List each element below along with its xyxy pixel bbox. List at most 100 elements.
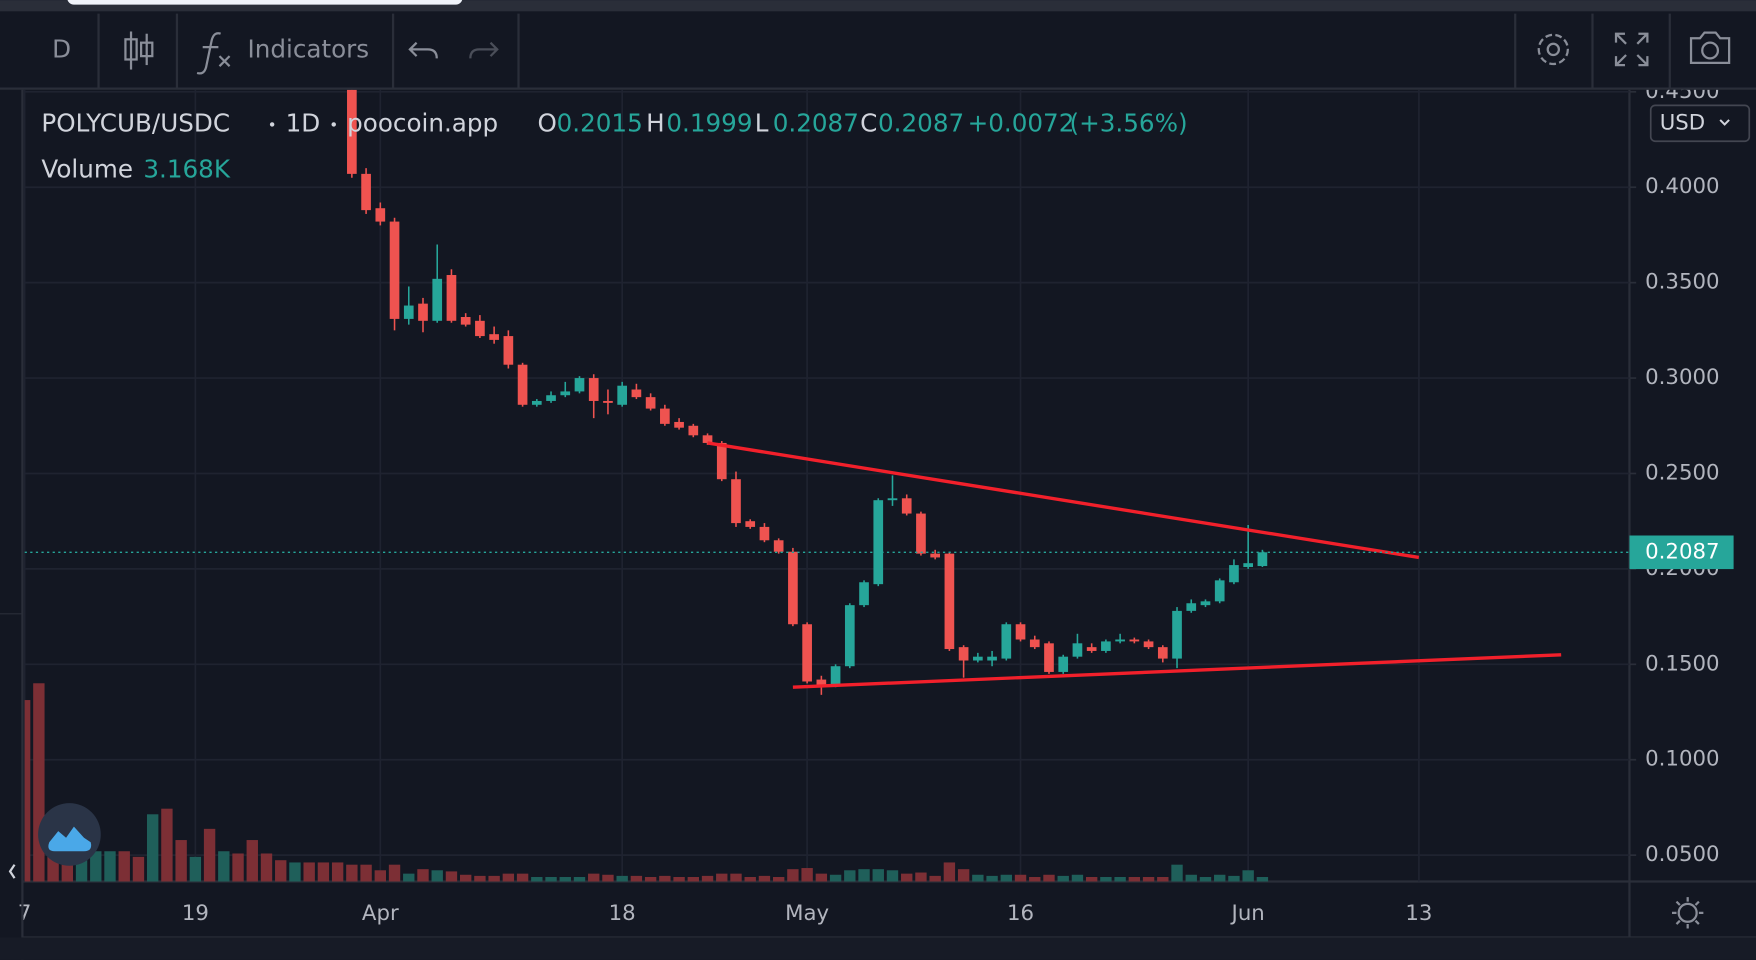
volume-bar <box>75 851 88 882</box>
candle-body <box>759 526 770 541</box>
volume-bar <box>1014 874 1027 882</box>
candle-body <box>688 425 699 436</box>
axis-settings-button[interactable] <box>1672 897 1704 929</box>
toolbar <box>0 0 1756 90</box>
candle-body <box>645 397 656 409</box>
volume-bar <box>502 873 515 882</box>
volume-bar <box>772 877 785 882</box>
candle-body <box>1029 639 1040 648</box>
volume-bar <box>701 875 714 882</box>
candle-body <box>1058 656 1069 672</box>
candle-body <box>1086 647 1097 651</box>
top-strip <box>0 0 1756 12</box>
candle-body <box>1200 601 1211 606</box>
volume-bar <box>1043 874 1055 882</box>
ohlc-value: 0.1999 <box>666 108 752 137</box>
volume-bar <box>744 877 756 882</box>
volume-bar <box>1228 875 1240 882</box>
candle-body <box>944 553 955 650</box>
candle-body <box>1243 563 1254 567</box>
volume-bar <box>474 875 486 882</box>
candle-body <box>389 221 400 319</box>
candle-body <box>1186 603 1197 611</box>
logo[interactable] <box>38 803 101 866</box>
x-tick-label: May <box>785 901 829 926</box>
volume-bar <box>1057 875 1069 882</box>
candle-body <box>830 666 841 686</box>
x-tick-label: 16 <box>1007 901 1034 926</box>
volume-bar <box>588 873 600 882</box>
undo-button[interactable] <box>408 41 438 59</box>
volume-bar <box>687 877 700 882</box>
volume-bar <box>346 864 358 882</box>
volume-bar <box>602 874 614 882</box>
volume-title: Volume <box>41 154 133 183</box>
candle-body <box>1229 565 1239 583</box>
chart-type-button[interactable] <box>124 31 154 70</box>
collapse-handle[interactable] <box>8 864 16 879</box>
currency-select[interactable]: USD <box>1649 104 1751 143</box>
volume-bar <box>232 853 244 882</box>
interval-button[interactable]: D <box>52 35 71 64</box>
volume-bar <box>872 869 884 882</box>
volume-bar <box>260 853 273 882</box>
volume-bar <box>445 871 458 882</box>
volume-bar <box>616 875 628 882</box>
volume-bar <box>1142 877 1155 882</box>
ohlc-value: 0.2087 <box>773 108 859 137</box>
ohlc-key: O <box>538 108 557 137</box>
volume-bar <box>1242 870 1254 882</box>
redo-button[interactable] <box>469 41 499 59</box>
volume-bar <box>431 870 443 882</box>
volume-bar <box>61 851 74 882</box>
screenshot-button[interactable] <box>1689 31 1731 64</box>
y-tick-label: 0.1000 <box>1645 747 1719 772</box>
separator <box>269 122 275 127</box>
x-tick-label: 13 <box>1405 901 1432 926</box>
symbol: POLYCUB/USDC <box>41 108 230 137</box>
x-tick-label: Apr <box>362 901 399 926</box>
volume-bar <box>303 862 315 882</box>
volume-bar <box>815 873 828 882</box>
separator <box>331 122 336 127</box>
candle-body <box>731 479 741 524</box>
candle-body <box>361 173 371 211</box>
volume-bar <box>531 877 543 882</box>
y-tick-label: 0.1500 <box>1645 651 1719 676</box>
volume-bar <box>1199 877 1212 882</box>
volume-bar <box>730 873 742 882</box>
tab[interactable] <box>67 0 463 5</box>
volume-bar <box>659 875 671 882</box>
volume-bar <box>1029 877 1041 882</box>
candle-body <box>617 385 628 405</box>
volume-bar <box>886 870 899 882</box>
candle-body <box>1001 624 1012 659</box>
volume-bar <box>1214 874 1226 882</box>
fullscreen-button[interactable] <box>1614 32 1649 67</box>
candle-body <box>788 551 798 625</box>
volume-bar <box>388 864 401 882</box>
candle-body <box>489 334 499 340</box>
candle-body <box>432 278 443 321</box>
plot-area <box>24 89 1630 695</box>
x-tick-label: 7 <box>18 901 32 926</box>
candle-body <box>475 320 485 337</box>
candle-body <box>660 408 670 424</box>
change: +0.0072 <box>968 108 1075 137</box>
candle-body <box>859 582 869 606</box>
volume-bar <box>90 851 102 882</box>
volume-bar <box>1185 874 1197 882</box>
volume-bar <box>246 840 258 882</box>
volume-bar <box>459 874 472 882</box>
volume-bar <box>986 875 998 882</box>
volume-bar <box>943 862 956 882</box>
volume-bar <box>915 872 927 882</box>
candle-body <box>873 500 884 585</box>
indicators-button[interactable]: Indicators <box>196 32 369 75</box>
volume-bar <box>132 856 145 882</box>
settings-button[interactable] <box>1537 33 1569 66</box>
candle-body <box>531 400 542 405</box>
candle-body <box>816 679 827 686</box>
candle-body <box>1044 643 1054 672</box>
